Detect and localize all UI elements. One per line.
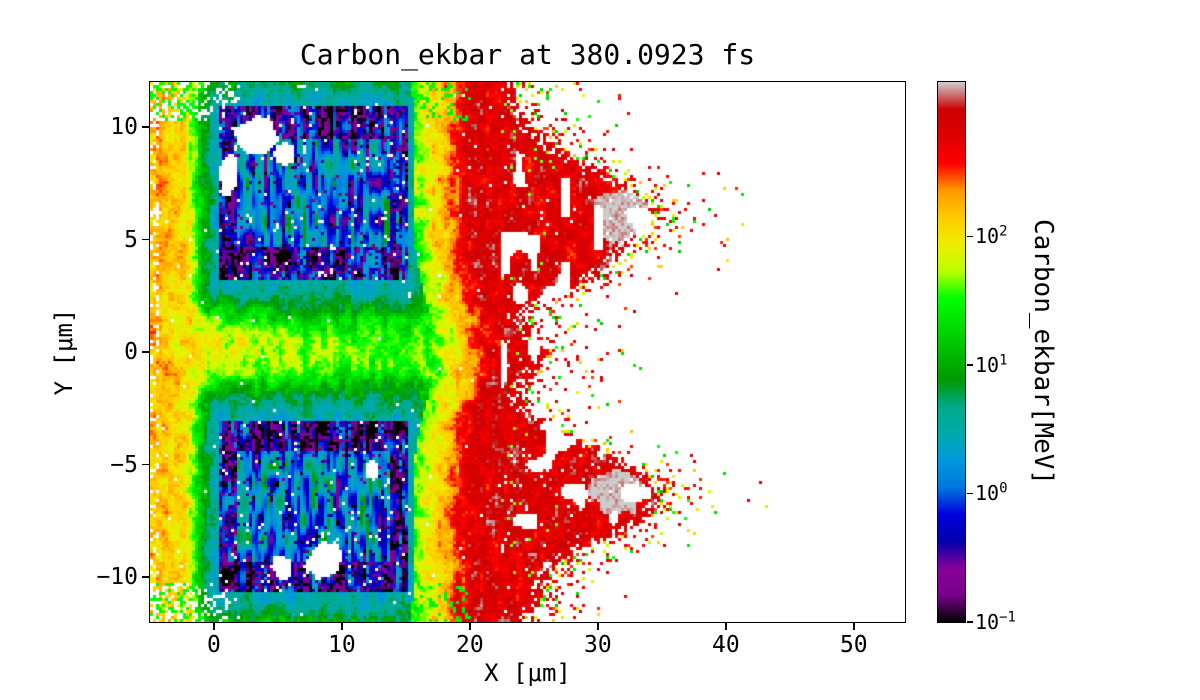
x-tick-mark [853,623,855,630]
x-tick-mark [469,623,471,630]
y-tick-label: −5 [110,451,138,478]
colorbar-canvas [938,82,965,622]
colorbar-tick-label: 10−1 [975,609,1016,634]
y-tick-mark [142,238,149,241]
colorbar-tick-mark [967,235,973,238]
x-tick-label: 20 [456,632,484,658]
chart-title: Carbon_ekbar at 380.0923 fs [299,38,756,71]
x-tick-label: 0 [207,632,221,658]
y-tick-mark [142,351,149,353]
x-tick-label: 40 [711,632,740,658]
y-tick-mark [142,463,149,466]
x-tick-label: 10 [328,632,356,658]
x-tick-label: 30 [584,632,612,658]
y-tick-label: −10 [96,564,138,590]
heatmap-canvas [150,82,905,622]
colorbar-tick-label: 101 [975,352,1008,377]
y-axis-label: Y [μm] [50,308,78,396]
y-tick-label: 10 [110,114,138,140]
x-tick-mark [341,623,343,630]
y-tick-mark [142,576,149,578]
x-tick-label: 50 [839,632,868,658]
colorbar-tick-label: 102 [975,223,1008,249]
colorbar-label: Carbon_ekbar[MeV] [1028,218,1058,486]
x-tick-mark [597,623,599,630]
colorbar-tick-mark [967,364,973,366]
x-axis-label: X [μm] [484,659,571,687]
y-tick-label: 5 [124,226,138,253]
colorbar [937,81,966,623]
colorbar-tick-mark [967,492,973,495]
x-tick-mark [725,623,727,630]
y-tick-mark [142,126,149,128]
x-tick-mark [213,623,215,630]
colorbar-tick-mark [967,621,973,623]
y-tick-label: 0 [124,339,138,365]
plot-area [149,81,906,623]
colorbar-tick-label: 100 [975,480,1008,506]
